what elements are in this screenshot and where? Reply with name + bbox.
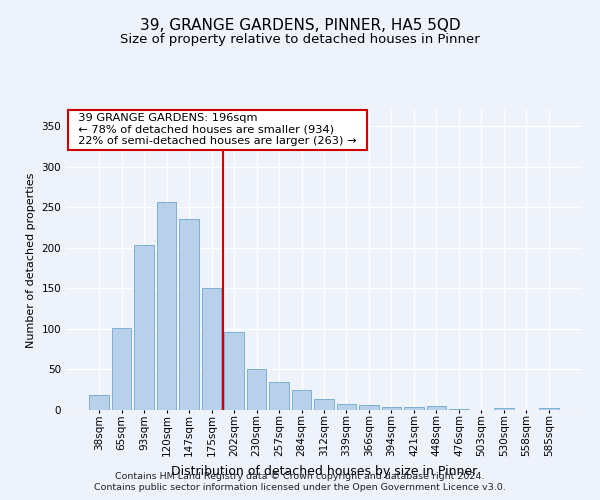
Bar [292,390,311,410]
Bar [449,409,469,410]
Bar [134,244,154,410]
Bar [359,405,379,410]
Bar [224,332,244,410]
Text: Contains public sector information licensed under the Open Government Licence v3: Contains public sector information licen… [94,483,506,492]
Bar [269,382,289,410]
Bar [337,404,356,410]
Text: Contains HM Land Registry data © Crown copyright and database right 2024.: Contains HM Land Registry data © Crown c… [115,472,485,481]
Bar [157,202,176,410]
Bar [314,398,334,410]
X-axis label: Distribution of detached houses by size in Pinner: Distribution of detached houses by size … [171,464,477,477]
Text: 39, GRANGE GARDENS, PINNER, HA5 5QD: 39, GRANGE GARDENS, PINNER, HA5 5QD [140,18,460,32]
Bar [89,396,109,410]
Bar [404,407,424,410]
Bar [539,408,559,410]
Bar [382,407,401,410]
Bar [494,408,514,410]
Bar [202,288,221,410]
Y-axis label: Number of detached properties: Number of detached properties [26,172,36,348]
Bar [247,368,266,410]
Bar [179,218,199,410]
Bar [112,328,131,410]
Text: Size of property relative to detached houses in Pinner: Size of property relative to detached ho… [120,32,480,46]
Text: 39 GRANGE GARDENS: 196sqm  
  ← 78% of detached houses are smaller (934)  
  22%: 39 GRANGE GARDENS: 196sqm ← 78% of detac… [71,113,364,146]
Bar [427,406,446,410]
